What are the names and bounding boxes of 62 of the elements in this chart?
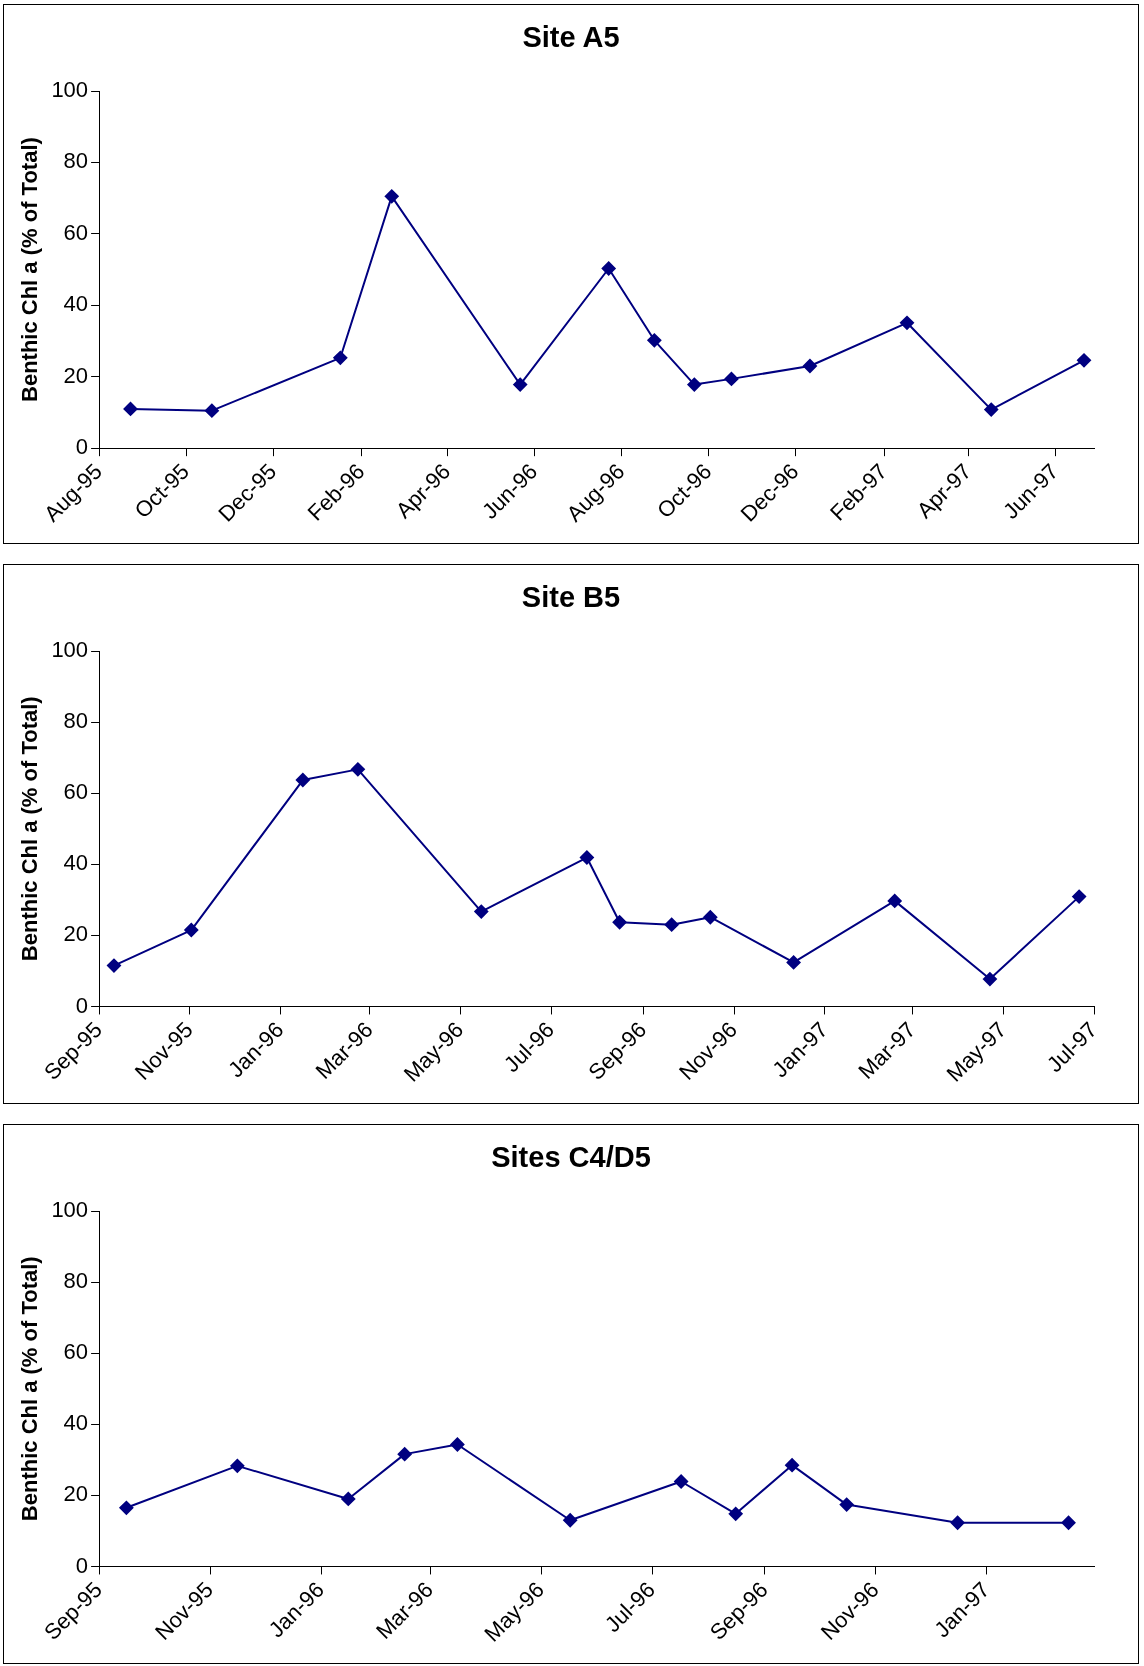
point: [184, 923, 199, 938]
chart-title: Sites C4/D5: [490, 1140, 652, 1175]
point: [204, 403, 219, 418]
y-tick-label: 20: [63, 362, 89, 388]
y-tick-label: 100: [51, 77, 89, 103]
point: [295, 773, 310, 788]
point: [664, 917, 679, 932]
y-tick-label: 100: [51, 1197, 89, 1223]
y-axis-title: Benthic Chl a (% of Total): [17, 696, 43, 962]
point: [674, 1474, 689, 1489]
y-tick-label: 20: [63, 921, 89, 947]
point: [900, 315, 915, 330]
point: [887, 893, 902, 908]
point: [474, 904, 489, 919]
point: [397, 1447, 412, 1462]
point: [647, 333, 662, 348]
point: [785, 1458, 800, 1473]
point: [724, 371, 739, 386]
y-tick-label: 0: [75, 434, 89, 460]
y-tick-label: 40: [63, 291, 89, 317]
point: [982, 972, 997, 987]
point: [1072, 889, 1087, 904]
point: [728, 1506, 743, 1521]
y-tick-label: 60: [63, 219, 89, 245]
point: [786, 955, 801, 970]
point: [802, 359, 817, 374]
point: [106, 958, 121, 973]
chart-title: Site B5: [520, 580, 622, 615]
y-tick-label: 0: [75, 1552, 89, 1578]
y-tick-label: 80: [63, 708, 89, 734]
point: [687, 377, 702, 392]
y-tick-label: 40: [63, 850, 89, 876]
point: [1061, 1515, 1076, 1530]
y-tick-label: 60: [63, 779, 89, 805]
point: [601, 261, 616, 276]
point: [579, 850, 594, 865]
y-tick-label: 80: [63, 148, 89, 174]
y-tick-label: 60: [63, 1339, 89, 1365]
point: [984, 402, 999, 417]
point: [839, 1497, 854, 1512]
y-axis-title: Benthic Chl a (% of Total): [17, 1256, 43, 1522]
point: [119, 1500, 134, 1515]
y-tick-label: 0: [75, 992, 89, 1018]
y-axis-title: Benthic Chl a (% of Total): [17, 137, 43, 402]
point: [450, 1437, 465, 1452]
point: [513, 377, 528, 392]
point: [341, 1491, 356, 1506]
point: [950, 1515, 965, 1530]
point: [333, 350, 348, 365]
y-tick-label: 100: [51, 637, 89, 663]
point: [384, 189, 399, 204]
y-tick-label: 40: [63, 1410, 89, 1436]
y-tick-label: 80: [63, 1268, 89, 1294]
point: [350, 762, 365, 777]
point: [123, 401, 138, 416]
point: [230, 1458, 245, 1473]
point: [563, 1513, 578, 1528]
point: [612, 915, 627, 930]
point: [703, 910, 718, 925]
point: [1077, 353, 1092, 368]
chart-title: Site A5: [521, 20, 621, 55]
y-tick-label: 20: [63, 1481, 89, 1507]
